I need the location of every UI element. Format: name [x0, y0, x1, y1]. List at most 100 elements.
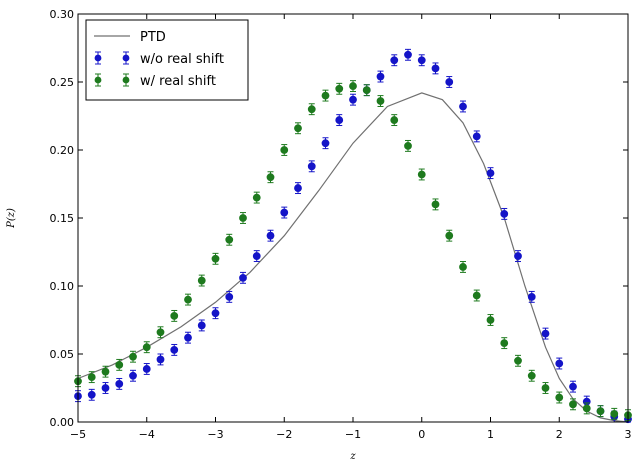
- y-tick-label: 0.10: [50, 280, 75, 293]
- data-point: [321, 91, 330, 100]
- data-point: [527, 371, 536, 380]
- y-axis-label: P(z): [6, 208, 17, 229]
- data-point: [335, 116, 344, 124]
- x-tick-label: −5: [70, 428, 86, 441]
- data-point: [596, 407, 605, 416]
- data-point: [266, 173, 275, 182]
- y-tick-label: 0.20: [50, 144, 75, 157]
- data-point: [197, 321, 206, 330]
- data-point: [280, 208, 289, 217]
- data-point: [500, 210, 509, 218]
- data-point: [294, 124, 302, 133]
- data-point: [500, 339, 509, 348]
- data-point: [87, 373, 96, 382]
- data-point: [417, 56, 426, 65]
- data-point: [156, 328, 165, 337]
- data-point: [294, 184, 302, 192]
- legend-label: w/ real shift: [140, 74, 216, 89]
- data-point: [445, 78, 454, 86]
- data-point: [184, 295, 192, 304]
- data-point: [101, 384, 110, 392]
- data-point: [404, 142, 412, 150]
- data-point: [376, 97, 385, 105]
- x-tick-label: −2: [276, 428, 292, 441]
- data-point: [390, 116, 399, 124]
- data-point: [225, 292, 234, 301]
- data-point: [431, 200, 440, 209]
- data-point: [170, 346, 179, 354]
- data-point: [115, 380, 124, 388]
- y-tick-label: 0.30: [50, 8, 75, 21]
- plot-frame: [77, 13, 629, 423]
- data-point: [307, 105, 316, 114]
- series-0: [77, 92, 629, 423]
- legend-item-0: PTD: [94, 30, 166, 45]
- data-point: [211, 254, 220, 263]
- data-point: [239, 214, 247, 222]
- legend-box: [85, 19, 249, 101]
- y-tick-label: 0.05: [50, 348, 75, 361]
- legend-marker: [122, 76, 130, 84]
- legend-label: w/o real shift: [140, 52, 224, 67]
- data-point: [252, 252, 261, 260]
- legend-item-1: w/o real shift: [94, 51, 224, 67]
- data-point: [211, 309, 220, 318]
- data-point: [486, 316, 495, 324]
- data-point: [610, 409, 619, 418]
- data-point: [514, 356, 522, 365]
- data-point: [129, 352, 137, 361]
- legend-marker: [94, 76, 102, 84]
- data-point: [514, 252, 522, 260]
- data-point: [197, 276, 206, 285]
- data-point: [417, 170, 426, 179]
- legend-label: PTD: [140, 30, 166, 45]
- data-point: [404, 50, 412, 59]
- data-point: [459, 102, 467, 111]
- x-axis-label: z: [349, 451, 356, 462]
- y-tick-label: 0.25: [50, 76, 75, 89]
- y-tick-label: 0.15: [50, 212, 75, 225]
- data-point: [541, 384, 550, 392]
- x-tick-label: 0: [418, 428, 425, 441]
- data-point: [225, 235, 234, 244]
- data-point: [335, 84, 344, 93]
- data-point: [555, 393, 564, 402]
- legend-items: PTD w/o real shift w/ real shift: [94, 30, 224, 89]
- data-point: [362, 86, 371, 95]
- x-tick-label: −3: [207, 428, 223, 441]
- data-point: [280, 146, 289, 154]
- legend: PTD w/o real shift w/ real shift: [85, 19, 249, 101]
- y-tick-label: 0.00: [50, 416, 75, 429]
- data-point: [472, 132, 481, 141]
- x-tick-label: −1: [345, 428, 361, 441]
- legend-marker: [94, 54, 102, 62]
- legend-item-2: w/ real shift: [94, 73, 216, 89]
- data-point: [170, 312, 179, 320]
- data-point: [321, 139, 330, 148]
- legend-marker: [122, 54, 130, 62]
- data-point: [266, 231, 275, 240]
- data-point: [252, 193, 261, 202]
- data-point: [239, 273, 247, 282]
- data-point: [156, 355, 165, 364]
- data-point: [569, 382, 577, 391]
- data-point: [445, 231, 454, 240]
- data-point: [569, 400, 577, 409]
- data-point: [87, 390, 96, 399]
- ptd-curve: [77, 92, 629, 423]
- x-tick-label: −4: [139, 428, 155, 441]
- x-tick-label: 2: [556, 428, 563, 441]
- data-point: [142, 365, 151, 373]
- data-point: [101, 367, 110, 376]
- data-point: [129, 371, 137, 380]
- data-point: [390, 56, 399, 65]
- data-point: [349, 82, 357, 90]
- data-point: [582, 404, 591, 413]
- x-tick-label: 3: [625, 428, 632, 441]
- data-point: [142, 343, 151, 352]
- data-point: [184, 333, 192, 342]
- data-point: [541, 329, 550, 338]
- data-point: [472, 291, 481, 300]
- data-point: [431, 64, 440, 73]
